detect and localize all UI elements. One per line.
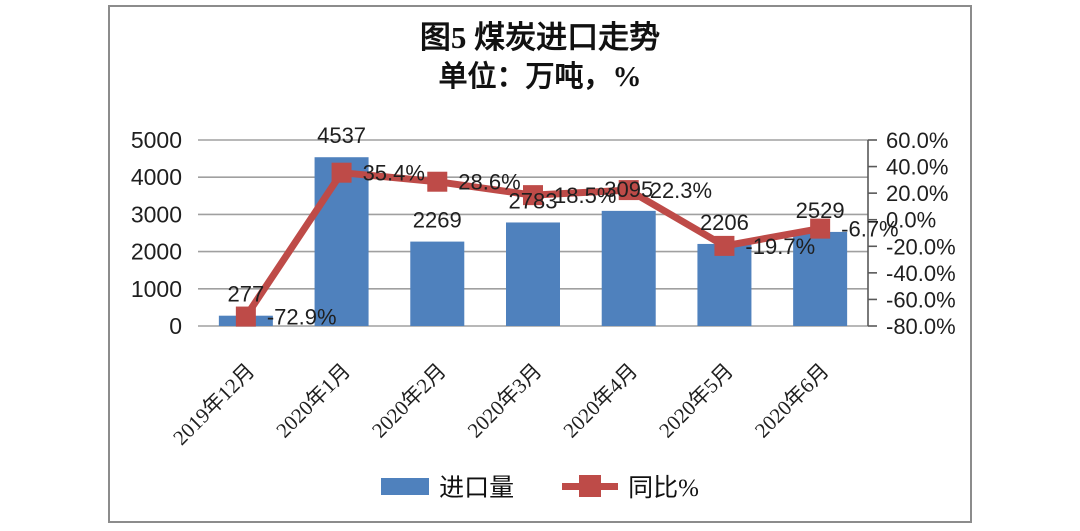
- svg-text:2020年5月: 2020年5月: [654, 359, 738, 443]
- legend-label-imports: 进口量: [439, 475, 515, 502]
- title-block: 图5 煤炭进口走势 单位：万吨，%: [108, 18, 972, 96]
- svg-text:-60.0%: -60.0%: [886, 287, 956, 312]
- svg-text:2020年4月: 2020年4月: [558, 359, 642, 443]
- svg-text:2019年12月: 2019年12月: [168, 359, 259, 450]
- chart-subtitle: 单位：万吨，%: [438, 61, 642, 93]
- svg-text:277: 277: [227, 282, 264, 307]
- svg-text:40.0%: 40.0%: [886, 155, 948, 180]
- svg-text:2000: 2000: [131, 239, 182, 265]
- svg-text:0: 0: [169, 313, 182, 339]
- svg-text:2020年3月: 2020年3月: [463, 359, 547, 443]
- svg-text:20.0%: 20.0%: [886, 181, 948, 206]
- svg-text:-6.7%: -6.7%: [841, 217, 898, 242]
- legend-label-yoy: 同比%: [628, 475, 699, 502]
- svg-text:2020年6月: 2020年6月: [750, 359, 834, 443]
- svg-text:28.6%: 28.6%: [458, 170, 520, 195]
- svg-text:2529: 2529: [796, 198, 845, 223]
- svg-text:-20.0%: -20.0%: [886, 234, 956, 259]
- svg-text:-72.9%: -72.9%: [267, 305, 337, 330]
- svg-text:60.0%: 60.0%: [886, 128, 948, 153]
- line-series-swatch-icon: [562, 474, 619, 498]
- svg-text:-80.0%: -80.0%: [886, 314, 956, 339]
- bar-series-swatch-icon: [381, 477, 430, 495]
- svg-text:2020年1月: 2020年1月: [271, 359, 355, 443]
- svg-text:0.0%: 0.0%: [886, 208, 936, 233]
- svg-text:5000: 5000: [131, 127, 182, 153]
- svg-text:4000: 4000: [131, 164, 182, 190]
- svg-text:-19.7%: -19.7%: [745, 234, 815, 259]
- svg-text:3095: 3095: [604, 177, 653, 202]
- chart-title: 图5 煤炭进口走势: [419, 20, 661, 55]
- svg-text:22.3%: 22.3%: [650, 178, 712, 203]
- svg-text:1000: 1000: [131, 276, 182, 302]
- svg-text:18.5%: 18.5%: [554, 183, 616, 208]
- svg-text:4537: 4537: [317, 123, 366, 148]
- svg-text:3000: 3000: [131, 201, 182, 227]
- svg-text:2783: 2783: [509, 188, 558, 213]
- legend-item-imports: 进口量: [381, 468, 514, 504]
- svg-text:35.4%: 35.4%: [363, 161, 425, 186]
- legend-item-yoy: 同比%: [562, 468, 699, 504]
- chart-legend: 进口量 同比%: [108, 468, 972, 504]
- svg-text:-40.0%: -40.0%: [886, 261, 956, 286]
- svg-text:2269: 2269: [413, 208, 462, 233]
- svg-text:2206: 2206: [700, 210, 749, 235]
- svg-text:2020年2月: 2020年2月: [367, 359, 451, 443]
